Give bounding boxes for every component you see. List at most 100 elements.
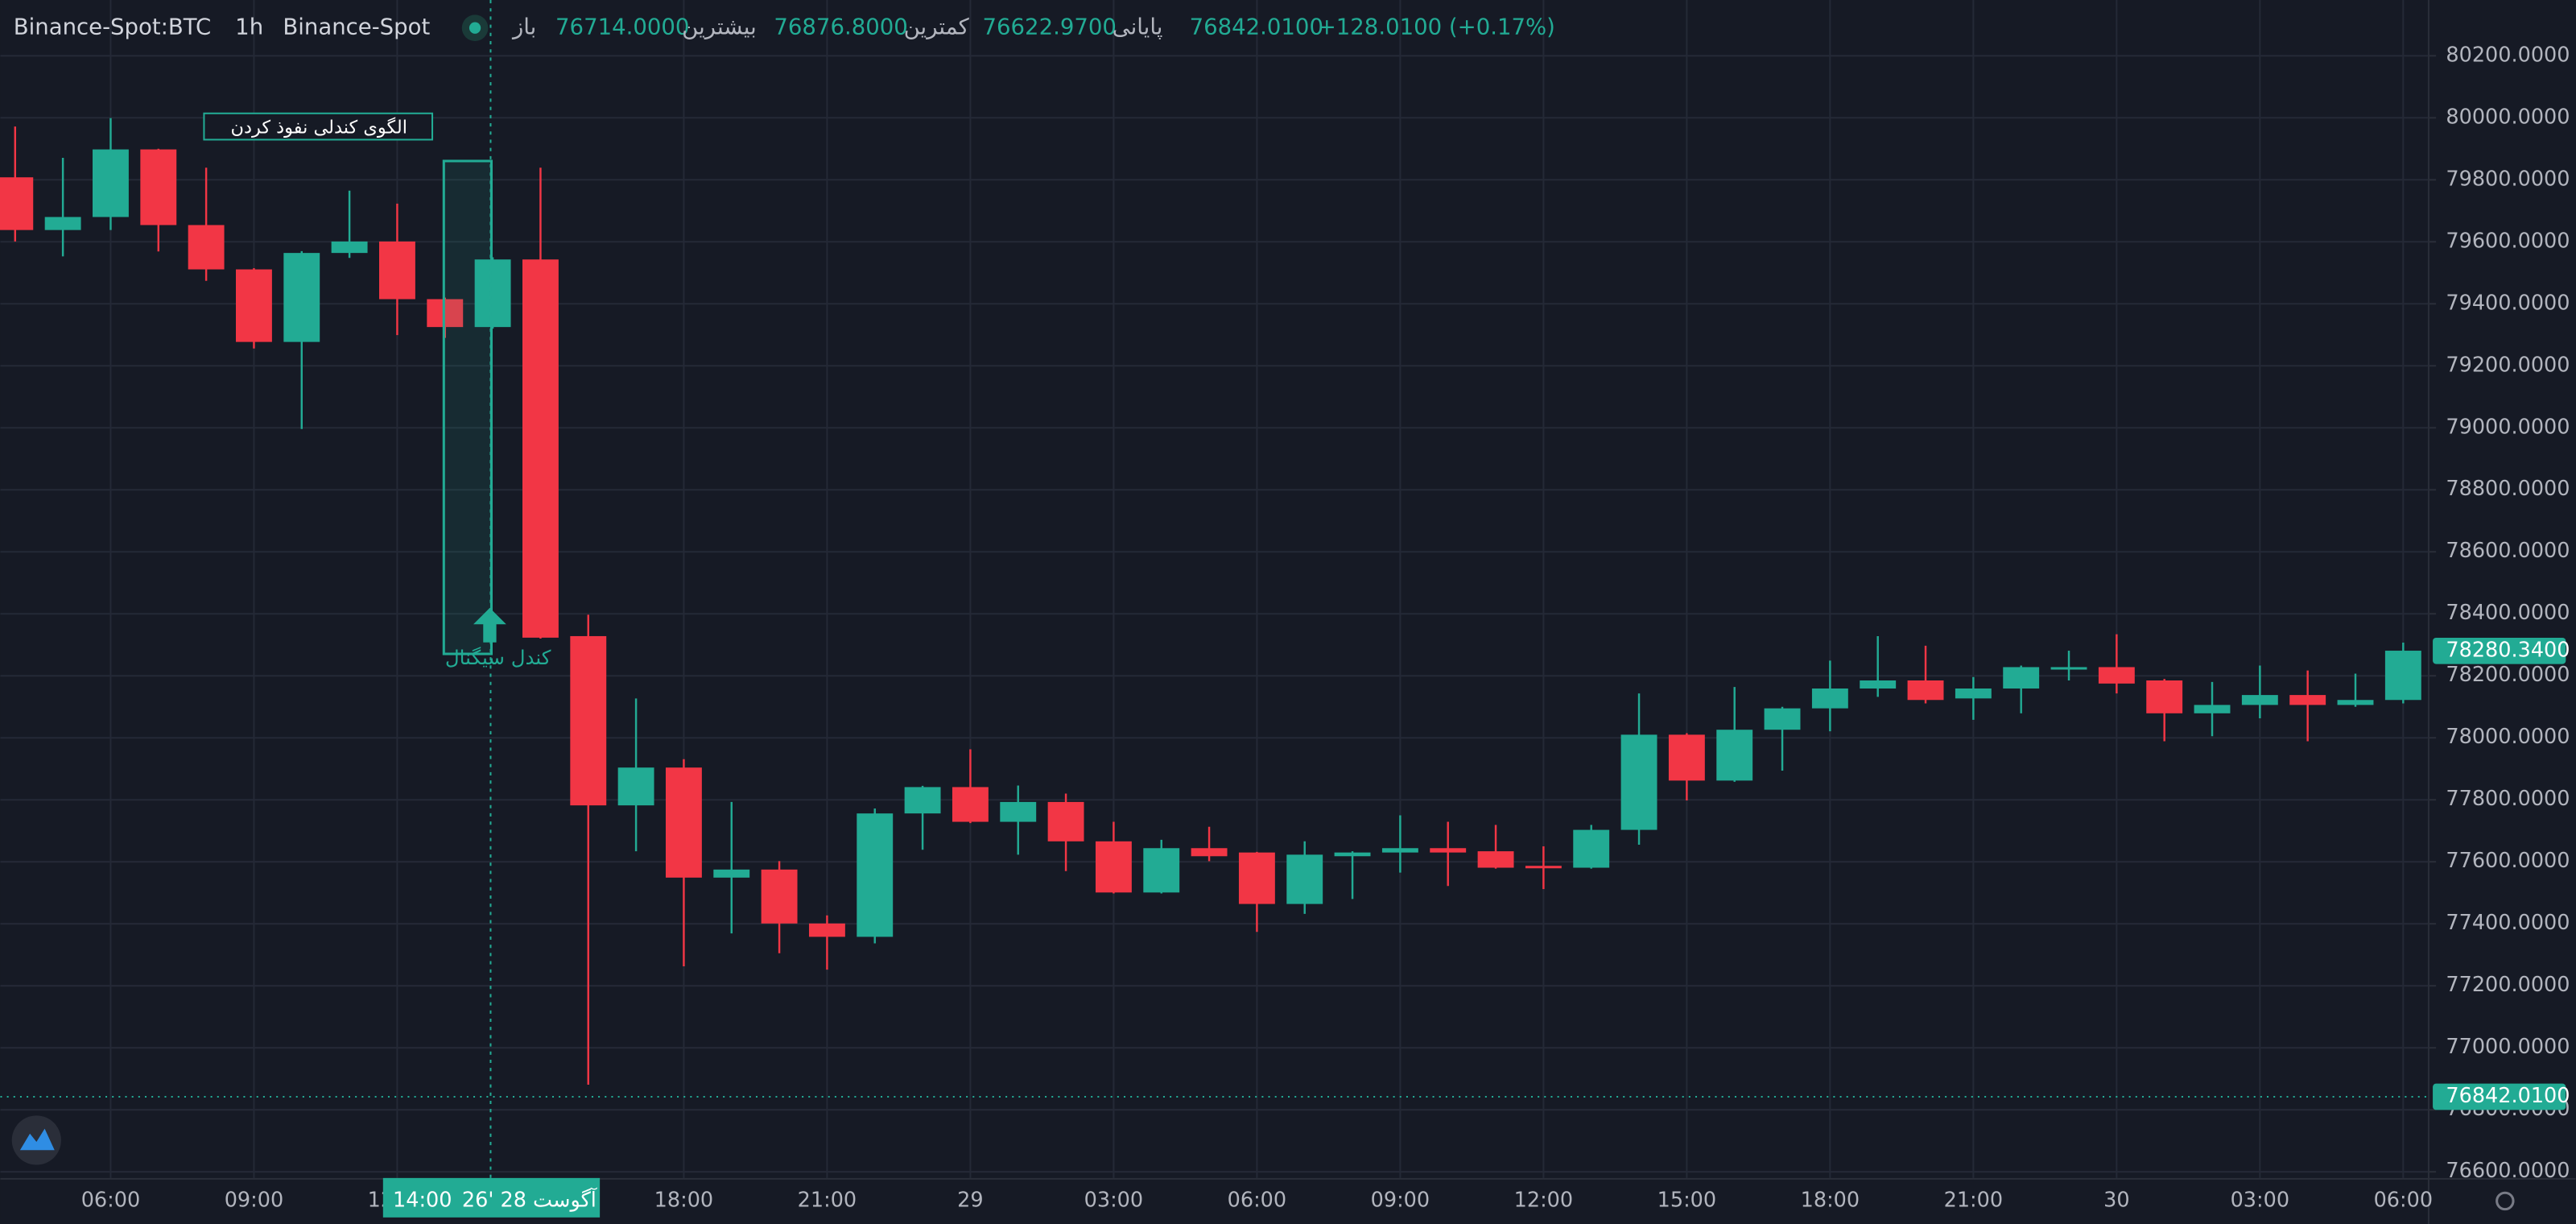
candle-body [1095,841,1132,893]
candle-body [761,869,798,924]
x-tick-label: 18:00 [1801,1188,1860,1212]
x-tick-label: 12:00 [1514,1188,1574,1212]
candle-body [1238,852,1275,904]
candle-body [1477,851,1514,868]
y-tick-label: 79200.0000 [2446,353,2570,377]
candle-body [283,253,320,342]
x-tick-label: 06:00 [81,1188,141,1212]
logo[interactable] [11,1115,61,1165]
signal-arrow [473,607,506,643]
candle-body [808,923,845,937]
candle-body [1143,848,1180,893]
legend-open: 76714.0000 [555,14,689,40]
logo-mark [19,1128,55,1151]
current-price-label: 78280.3400 [2446,638,2570,662]
y-tick-label: 78800.0000 [2446,477,2570,501]
y-tick-label: 79600.0000 [2446,229,2570,253]
x-tick-label: 09:00 [1371,1188,1430,1212]
x-tick-label: 15:00 [1657,1188,1717,1212]
settings-icon[interactable] [2496,1191,2515,1211]
symbol: Binance-Spot:BTC [14,14,212,40]
y-tick-label: 76600.0000 [2446,1159,2570,1183]
y-tick-label: 77600.0000 [2446,849,2570,873]
candle-body [1525,866,1562,869]
candle-body [2289,695,2326,705]
y-tick-label: 77400.0000 [2446,911,2570,935]
legend-high-label: بیشترین [682,14,757,40]
status-dot [469,22,481,34]
candle-body [522,259,559,638]
candle-body [857,813,894,937]
candle-body [1191,848,1228,857]
candle-body [93,149,129,217]
x-tick-label: 09:00 [225,1188,284,1212]
candle-body [331,241,368,254]
candle-body [617,767,654,806]
candle-body [474,259,511,328]
legend-low-label: کمترین [904,14,970,40]
crosshair-time-box [382,1177,601,1218]
grid [0,0,2428,1178]
candle-body [44,217,81,230]
x-tick-label: 21:00 [798,1188,857,1212]
legend-change: +128.0100 (+0.17%) [1318,14,1555,40]
candle-body [1716,730,1753,781]
y-tick-label: 80200.0000 [2446,43,2570,67]
candle-body [2146,680,2183,713]
y-tick-label: 78000.0000 [2446,725,2570,749]
candle-body [1430,848,1467,853]
axes: 76600.000076800.000077000.000077200.0000… [81,43,2570,1212]
candle-body [2050,667,2087,670]
candle-body [1955,688,1992,699]
pattern-highlight [442,159,493,655]
y-tick-label: 79400.0000 [2446,291,2570,315]
exchange: Binance-Spot [283,14,430,40]
y-tick-label: 79000.0000 [2446,415,2570,439]
candle-body [952,787,989,822]
pattern-label-box [203,112,434,141]
candle-body [904,787,941,814]
candle-body [1860,680,1897,689]
candle-body [2003,667,2040,689]
candle-body [1334,852,1371,857]
candle-body [1381,848,1418,853]
last-price-label: 76842.0100 [2446,1084,2570,1108]
candle-body [2384,651,2421,701]
last-price-box [2433,1083,2566,1110]
y-tick-label: 78200.0000 [2446,663,2570,687]
candle-body [2337,700,2374,705]
candle-body [1620,734,1657,830]
legend-close-label: پایانی [1113,14,1163,40]
x-tick-label: 03:00 [1084,1188,1144,1212]
y-tick-label: 78600.0000 [2446,539,2570,563]
candle-body [1907,680,1944,701]
candle-body [1573,829,1610,868]
x-tick-label: 30 [2103,1188,2129,1212]
y-tick-label: 78400.0000 [2446,601,2570,625]
x-tick-label: 18:00 [654,1188,714,1212]
legend-open-label: باز [511,14,536,40]
candle-body [665,767,702,878]
y-tick-label: 77000.0000 [2446,1035,2570,1059]
candle-body [0,177,34,230]
candle-body [2241,695,2278,705]
candle-body [1000,801,1037,822]
candle-body [2098,667,2135,684]
legend-high: 76876.8000 [774,14,907,40]
candle-body [1047,801,1084,842]
crosshair-time: 14:00 [393,1188,452,1212]
candle-body [1764,708,1801,730]
crosshair-date: 26' آگوست 28 [462,1187,598,1212]
candle-body [140,149,177,225]
legend-close: 76842.0100 [1190,14,1323,40]
x-tick-label: 06:00 [2374,1188,2434,1212]
candle-body [236,269,272,342]
candle-body [378,241,415,300]
legend-low: 76622.9700 [983,14,1117,40]
candle-body [1811,688,1848,709]
candle-body [570,635,607,806]
candles [0,118,2428,1098]
candle-body [1286,854,1323,904]
